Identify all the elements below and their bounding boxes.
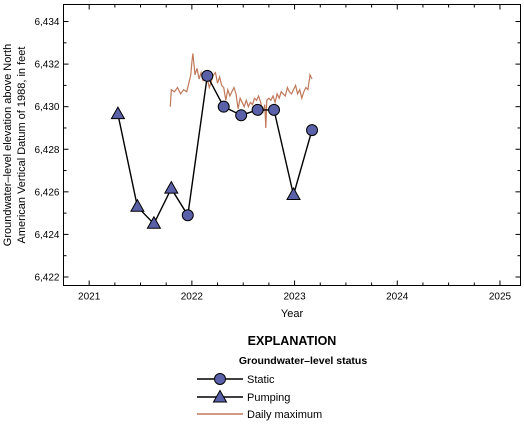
legend-daily-maximum-label: Daily maximum bbox=[247, 409, 322, 421]
pumping-point bbox=[146, 215, 162, 229]
legend-static-label: Static bbox=[247, 374, 275, 386]
y-tick-label: 6,424 bbox=[34, 230, 59, 241]
x-tick-label: 2022 bbox=[181, 292, 204, 303]
y-axis-title-line-1: Groundwater–level elevation above North bbox=[2, 44, 14, 246]
legend-pumping-label: Pumping bbox=[247, 392, 290, 404]
y-tick-label: 6,430 bbox=[34, 102, 59, 113]
legend-item-daily-maximum: Daily maximum bbox=[197, 409, 322, 421]
x-tick-label: 2021 bbox=[78, 292, 101, 303]
pumping-point bbox=[110, 106, 126, 120]
static-point bbox=[268, 103, 281, 116]
y-tick-label: 6,434 bbox=[34, 17, 59, 28]
daily-maximum-series-line bbox=[169, 53, 313, 129]
x-tick-label: 2023 bbox=[283, 292, 306, 303]
legend-static-circle-icon bbox=[214, 373, 226, 385]
legend-subtitle: Groundwater–level status bbox=[239, 355, 368, 367]
y-tick-label: 6,426 bbox=[34, 187, 59, 198]
legend-title: EXPLANATION bbox=[248, 334, 337, 348]
static-point bbox=[201, 69, 214, 82]
y-tick-label: 6,422 bbox=[34, 272, 59, 283]
y-tick-label: 6,432 bbox=[34, 60, 59, 71]
x-tick-label: 2025 bbox=[489, 292, 512, 303]
measurement-markers bbox=[110, 69, 319, 229]
pumping-point bbox=[163, 180, 179, 194]
static-point bbox=[217, 100, 230, 113]
static-point bbox=[181, 209, 194, 222]
y-axis-title-line-2: American Vertical Datum of 1988, in feet bbox=[16, 47, 28, 244]
pumping-point bbox=[286, 186, 301, 200]
x-axis: 2021 2022 2023 2024 2025 bbox=[63, 4, 512, 303]
static-point bbox=[251, 103, 264, 116]
legend: EXPLANATION Groundwater–level status Sta… bbox=[197, 334, 367, 421]
y-axis-title: Groundwater–level elevation above North … bbox=[2, 44, 28, 246]
legend-item-pumping: Pumping bbox=[197, 389, 290, 404]
x-tick-label: 2024 bbox=[386, 292, 409, 303]
y-tick-label: 6,428 bbox=[34, 145, 59, 156]
pumping-point bbox=[130, 198, 145, 212]
legend-item-static: Static bbox=[197, 373, 275, 386]
y-axis: 6,422 6,424 6,426 6,428 6,430 6,432 6,434 bbox=[34, 17, 521, 283]
legend-pumping-triangle-icon bbox=[212, 389, 228, 403]
x-axis-title: Year bbox=[281, 308, 304, 320]
static-point bbox=[235, 109, 248, 122]
static-point bbox=[306, 124, 319, 137]
plot-area bbox=[63, 4, 521, 286]
measurement-connecting-line bbox=[117, 73, 313, 226]
